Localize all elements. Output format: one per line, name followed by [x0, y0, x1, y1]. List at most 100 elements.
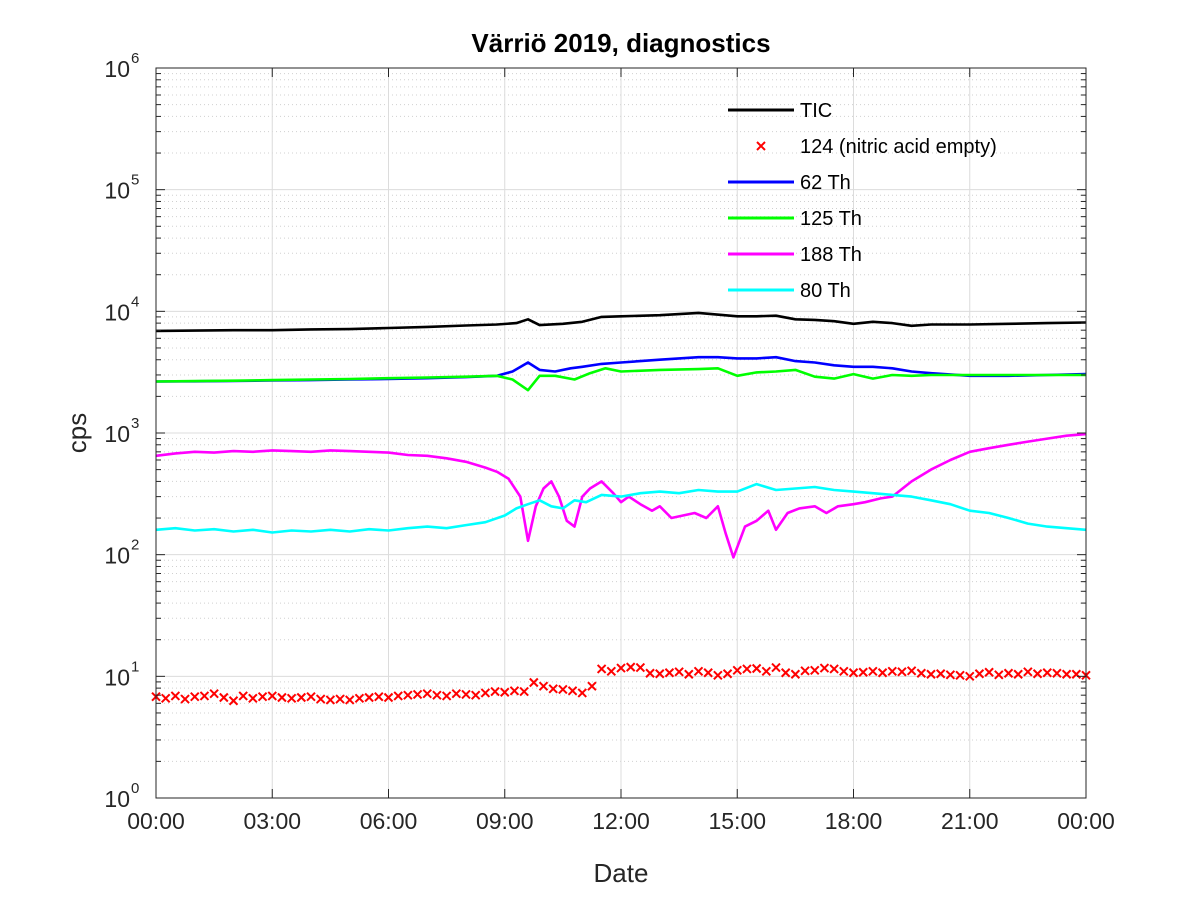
x-axis-title: Date: [594, 858, 649, 888]
x-tick-label: 06:00: [360, 808, 418, 834]
data-point-marker: [1052, 668, 1062, 678]
data-point-marker: [1032, 669, 1043, 679]
x-tick-label: 00:00: [1057, 808, 1115, 834]
data-point-marker: [190, 692, 200, 702]
x-tick-label: 18:00: [825, 808, 883, 834]
data-point-marker: [374, 692, 384, 702]
x-tick-label: 21:00: [941, 808, 999, 834]
y-tick-label: 10 3: [104, 415, 139, 447]
data-point-marker: [945, 670, 956, 680]
data-point-marker: [906, 666, 917, 676]
data-point-marker: [800, 666, 810, 676]
data-point-marker: [209, 688, 219, 699]
y-tick-exponent: 5: [131, 172, 139, 189]
data-point-marker: [529, 677, 539, 688]
data-point-marker: [364, 692, 374, 703]
data-point-marker: [441, 691, 452, 701]
data-point-marker: [199, 691, 210, 701]
legend-label: TIC: [800, 100, 832, 122]
data-point-marker: [412, 689, 423, 700]
y-tick-exponent: 4: [131, 293, 139, 310]
data-point-marker: [974, 669, 985, 679]
data-point-marker: [500, 687, 510, 697]
y-tick-base: 10: [104, 664, 130, 690]
data-point-marker: [819, 663, 830, 673]
data-point-marker: [722, 669, 733, 679]
legend-label: 125 Th: [800, 208, 862, 230]
data-point-marker: [1013, 669, 1023, 679]
data-point-marker: [780, 668, 791, 678]
data-point-marker: [732, 665, 742, 676]
y-tick-label: 10 0: [104, 780, 139, 812]
data-point-marker: [868, 666, 878, 677]
data-point-marker: [422, 688, 432, 699]
data-point-marker: [393, 691, 403, 701]
y-tick-base: 10: [104, 56, 130, 82]
data-point-marker: [684, 669, 694, 679]
legend-item-125-th: 125 Th: [728, 208, 862, 230]
data-point-marker: [1023, 667, 1033, 677]
legend-label: 124 (nitric acid empty): [800, 136, 997, 158]
data-point-marker: [248, 693, 258, 703]
series-tic: [155, 311, 1087, 333]
legend: TIC 124 (nitric acid empty) 62 Th 125 Th 188…: [728, 100, 997, 302]
chart-title: Värriö 2019, diagnostics: [471, 28, 770, 58]
data-point-marker: [306, 692, 316, 702]
data-point-marker: [596, 664, 607, 674]
data-point-marker: [916, 668, 927, 678]
data-point-marker: [180, 694, 190, 704]
series-188-th: [155, 432, 1087, 559]
data-point-marker: [810, 665, 820, 676]
legend-item-80-th: 80 Th: [728, 280, 851, 302]
y-axis-title: cps: [62, 413, 92, 453]
data-point-marker: [432, 690, 442, 700]
data-point-marker: [839, 666, 849, 677]
y-tick-base: 10: [104, 178, 130, 204]
data-point-marker: [965, 671, 975, 682]
legend-item-tic: TIC: [728, 100, 832, 122]
data-point-marker: [877, 668, 888, 678]
data-point-marker: [751, 663, 762, 674]
data-point-marker: [383, 692, 394, 703]
series-124-nitric-acid-empty: [151, 662, 1091, 706]
data-point-marker: [354, 693, 365, 703]
x-tick-label: 12:00: [592, 808, 650, 834]
y-tick-base: 10: [104, 299, 130, 325]
legend-label: 188 Th: [800, 244, 862, 266]
data-point-marker: [470, 690, 481, 700]
data-point-marker: [1061, 669, 1072, 679]
y-tick-base: 10: [104, 421, 130, 447]
series-layer: [151, 311, 1091, 706]
data-point-marker: [170, 691, 181, 701]
data-point-marker: [897, 667, 907, 677]
data-point-marker: [219, 692, 229, 703]
data-point-marker: [984, 667, 994, 677]
data-point-marker: [160, 693, 171, 703]
data-point-marker: [509, 686, 520, 696]
y-tick-label: 10 4: [104, 293, 139, 325]
y-tick-exponent: 2: [131, 537, 139, 554]
data-point-marker: [345, 695, 355, 705]
y-tick-exponent: 3: [131, 415, 139, 432]
data-point-marker: [461, 689, 471, 700]
data-point-marker: [325, 695, 336, 705]
y-tick-label: 10 6: [104, 50, 139, 82]
legend-label: 80 Th: [800, 280, 851, 302]
y-tick-base: 10: [104, 543, 130, 569]
data-point-marker: [616, 663, 626, 673]
data-point-marker: [451, 688, 462, 699]
data-point-marker: [480, 688, 491, 698]
data-point-marker: [548, 684, 558, 694]
data-point-marker: [1042, 668, 1052, 678]
y-tick-exponent: 0: [131, 780, 139, 797]
data-point-marker: [587, 681, 597, 691]
y-tick-base: 10: [104, 786, 130, 812]
legend-item-188-th: 188 Th: [728, 244, 862, 266]
data-point-marker: [1071, 669, 1082, 679]
y-tick-exponent: 6: [131, 50, 139, 67]
series-line: [155, 366, 1086, 392]
data-point-marker: [790, 669, 801, 679]
data-point-marker: [538, 681, 549, 691]
data-point-marker: [277, 692, 287, 703]
data-point-marker: [829, 664, 839, 674]
